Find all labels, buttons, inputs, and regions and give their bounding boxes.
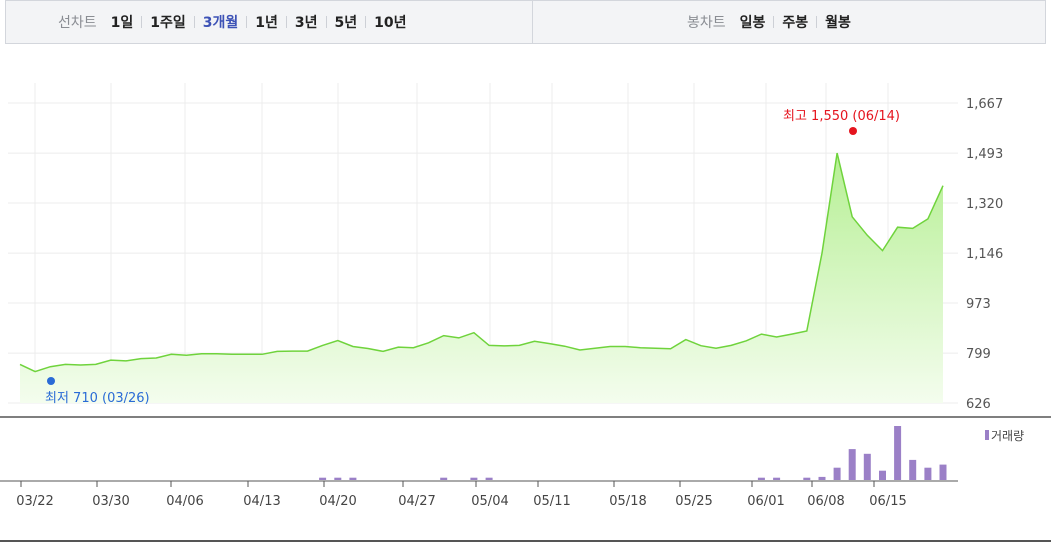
x-tick-label: 05/18 — [609, 494, 646, 509]
y-tick-label: 1,146 — [966, 247, 1003, 262]
candle-chart-title: 봉차트 — [687, 15, 726, 31]
chart-period-toolbar: 선차트 1일 1주일 3개월 1년 3년 5년 10년 봉차트 일봉 주봉 월봉 — [5, 0, 1046, 44]
separator — [193, 16, 195, 28]
volume-bar — [440, 477, 448, 480]
max-price-label: 최고 1,550 (06/14) — [783, 109, 900, 124]
volume-bar — [909, 459, 917, 480]
separator — [141, 16, 143, 28]
volume-bar — [349, 477, 357, 480]
volume-bar — [924, 467, 932, 480]
separator — [773, 16, 775, 28]
max-point-marker — [849, 127, 857, 135]
y-tick-label: 799 — [966, 347, 991, 362]
volume-bar — [334, 477, 342, 480]
candle-daily-button[interactable]: 일봉 — [739, 15, 766, 31]
x-tick-label: 05/25 — [675, 494, 712, 509]
period-1week-button[interactable]: 1주일 — [150, 15, 186, 31]
price-area-fill — [20, 153, 943, 403]
period-3year-button[interactable]: 3년 — [294, 15, 318, 31]
chart-labels: 최고 1,550 (06/14) 최저 710 (03/26) 거래량 — [45, 109, 1024, 443]
volume-bar — [939, 464, 947, 480]
line-chart-options: 선차트 1일 1주일 3개월 1년 3년 5년 10년 — [58, 1, 407, 43]
y-tick-label: 1,667 — [966, 97, 1003, 112]
x-tick-label: 03/22 — [16, 494, 53, 509]
min-point-marker — [47, 377, 55, 385]
separator — [816, 16, 818, 28]
separator — [325, 16, 327, 28]
candle-monthly-button[interactable]: 월봉 — [825, 15, 851, 31]
y-tick-label: 626 — [966, 397, 991, 412]
x-tick-label: 06/01 — [747, 494, 784, 509]
min-price-label: 최저 710 (03/26) — [45, 391, 150, 406]
volume-bars — [319, 426, 947, 480]
x-tick-label: 03/30 — [92, 494, 129, 509]
toolbar-divider — [532, 1, 533, 43]
candle-chart-options: 봉차트 일봉 주봉 월봉 — [687, 1, 851, 43]
period-3month-button[interactable]: 3개월 — [202, 15, 239, 31]
candle-weekly-button[interactable]: 주봉 — [782, 15, 809, 31]
volume-bar — [485, 477, 493, 480]
volume-bar — [833, 467, 841, 480]
volume-bar — [879, 470, 886, 480]
volume-bar — [470, 477, 478, 480]
grid: 1,667 1,493 1,320 1,146 973 799 626 — [0, 83, 1051, 482]
x-axis-ticks: 03/22 03/30 04/06 04/13 04/20 04/27 05/04 05/11… — [16, 481, 907, 509]
x-tick-label: 04/27 — [398, 494, 435, 509]
x-tick-label: 04/13 — [243, 494, 280, 509]
price-line — [19, 152, 944, 373]
volume-bar — [757, 477, 765, 480]
y-tick-label: 1,320 — [966, 197, 1003, 212]
price-area — [19, 152, 944, 403]
period-5year-button[interactable]: 5년 — [334, 15, 358, 31]
x-tick-label: 06/15 — [869, 494, 906, 509]
volume-bar — [803, 477, 811, 480]
volume-legend-swatch — [985, 430, 989, 440]
x-tick-label: 04/20 — [319, 494, 356, 509]
separator — [246, 16, 248, 28]
x-tick-label: 05/04 — [471, 494, 508, 509]
volume-bar — [863, 453, 871, 480]
y-tick-label: 973 — [966, 297, 991, 312]
y-tick-label: 1,493 — [966, 147, 1003, 162]
volume-legend-label: 거래량 — [991, 429, 1024, 443]
x-tick-label: 06/08 — [807, 494, 844, 509]
volume-bar — [773, 477, 781, 480]
period-1day-button[interactable]: 1일 — [110, 15, 134, 31]
bottom-border — [0, 540, 1051, 542]
volume-bar — [818, 476, 826, 480]
separator — [365, 16, 367, 28]
volume-bar — [319, 477, 327, 480]
volume-bar — [894, 426, 902, 480]
separator — [285, 16, 287, 28]
period-10year-button[interactable]: 10년 — [374, 15, 407, 31]
period-1year-button[interactable]: 1년 — [255, 15, 278, 31]
x-tick-label: 04/06 — [166, 494, 203, 509]
x-tick-label: 05/11 — [533, 494, 570, 509]
volume-bar — [848, 449, 856, 480]
line-chart-title: 선차트 — [58, 15, 97, 31]
